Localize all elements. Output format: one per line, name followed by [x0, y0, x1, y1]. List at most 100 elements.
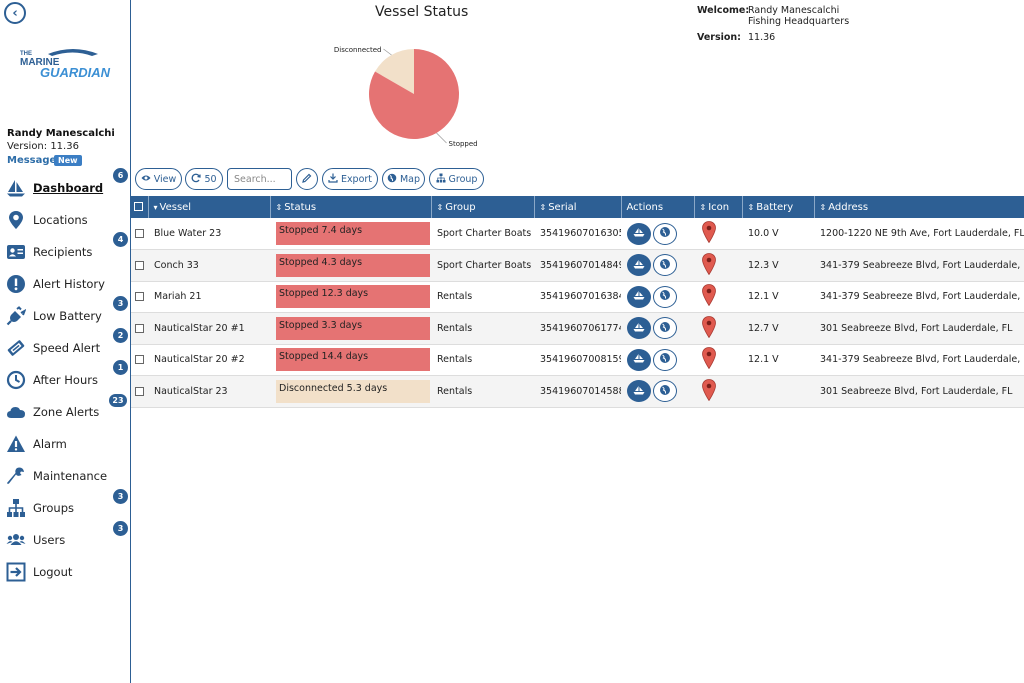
- wrench-icon: [6, 466, 26, 486]
- sidebar-item-dashboard[interactable]: Dashboard: [0, 174, 130, 202]
- version-value: 11.36: [748, 32, 776, 43]
- group-button[interactable]: Group: [429, 168, 484, 190]
- sidebar-item-maintenance[interactable]: Maintenance: [0, 462, 130, 490]
- vessel-detail-button[interactable]: [627, 254, 651, 277]
- map-marker-icon[interactable]: [702, 378, 716, 404]
- row-checkbox[interactable]: [135, 292, 144, 302]
- locate-on-map-button[interactable]: [653, 380, 677, 403]
- map-marker-icon[interactable]: [702, 221, 716, 246]
- table-row[interactable]: NauticalStar 20 #2 Stopped 14.4 days Renta…: [131, 344, 1024, 376]
- address-cell: 341-379 Seabreeze Blvd, Fort Lauderdale,…: [814, 344, 1024, 376]
- locate-on-map-button[interactable]: [653, 254, 677, 277]
- table-row[interactable]: Conch 33 Stopped 4.3 days Sport Charter Bo…: [131, 249, 1024, 282]
- sidebar-item-low-battery[interactable]: Low Battery: [0, 302, 130, 330]
- sort-icon: ⇕: [275, 202, 283, 212]
- pie-slice-stopped[interactable]: [369, 49, 459, 139]
- header-serial[interactable]: ⇕ Serial: [534, 196, 622, 218]
- map-marker-icon[interactable]: [702, 347, 716, 372]
- sidebar-item-users[interactable]: Users: [0, 526, 130, 554]
- sidebar-item-label: Logout: [33, 565, 73, 579]
- back-button[interactable]: ‹: [4, 2, 26, 24]
- sort-desc-icon: ▾: [153, 202, 158, 212]
- download-icon: [328, 173, 338, 186]
- pie-leader-line: [436, 132, 447, 144]
- search-input[interactable]: [227, 168, 292, 190]
- header-address[interactable]: ⇕ Address: [814, 196, 1024, 218]
- row-checkbox[interactable]: [135, 323, 144, 333]
- group-cell: Rentals: [431, 344, 534, 376]
- map-marker-icon[interactable]: [702, 284, 716, 309]
- row-select-cell: [131, 312, 148, 345]
- vessel-detail-button[interactable]: [627, 380, 651, 403]
- vessel-detail-button[interactable]: [627, 222, 651, 245]
- pie-slice-disconnected[interactable]: [375, 49, 414, 94]
- sidebar-item-alarm[interactable]: Alarm: [0, 430, 130, 458]
- header-group[interactable]: ⇕ Group: [431, 196, 535, 218]
- clock-icon: [6, 370, 26, 390]
- warning-triangle-icon: [6, 434, 26, 454]
- table-row[interactable]: Blue Water 23 Stopped 7.4 days Sport Chart…: [131, 218, 1024, 250]
- battery-cell: 12.1 V: [742, 344, 814, 376]
- icon-cell: [694, 375, 742, 408]
- serial-cell: 354196070163843: [534, 281, 621, 313]
- header-status[interactable]: ⇕ Status: [270, 196, 432, 218]
- sort-icon: ⇕: [819, 202, 827, 212]
- locate-on-map-button[interactable]: [653, 285, 677, 308]
- serial-cell: 354196070081599: [534, 344, 621, 376]
- locate-on-map-button[interactable]: [653, 348, 677, 371]
- sidebar-item-locations[interactable]: Locations: [0, 206, 130, 234]
- actions-cell: [621, 344, 694, 376]
- logo-line-2: MARINE: [20, 57, 60, 68]
- sidebar-item-recipients[interactable]: Recipients: [0, 238, 130, 266]
- table-row[interactable]: Mariah 21 Stopped 12.3 days Rentals 3541960…: [131, 281, 1024, 313]
- vessel-detail-button[interactable]: [627, 317, 651, 340]
- battery-cell: 12.1 V: [742, 281, 814, 313]
- globe-icon: [659, 226, 671, 241]
- row-checkbox[interactable]: [135, 355, 144, 365]
- logo-line-3: GUARDIAN: [40, 65, 111, 78]
- locate-on-map-button[interactable]: [653, 222, 677, 245]
- header-label: Actions: [626, 201, 664, 213]
- battery-cell: 12.7 V: [742, 312, 814, 345]
- user-version: Version: 11.36: [7, 141, 79, 152]
- status-cell: Stopped 4.3 days: [270, 249, 431, 282]
- welcome-org: Fishing Headquarters: [748, 16, 850, 27]
- map-button[interactable]: Map: [382, 168, 425, 190]
- header-label: Icon: [708, 201, 730, 213]
- header-icon[interactable]: ⇕ Icon: [694, 196, 743, 218]
- icon-cell: [694, 249, 742, 282]
- locate-on-map-button[interactable]: [653, 317, 677, 340]
- vessel-detail-button[interactable]: [627, 348, 651, 371]
- sidebar-item-groups[interactable]: Groups: [0, 494, 130, 522]
- sidebar-item-after-hours[interactable]: After Hours: [0, 366, 130, 394]
- sidebar-item-label: Recipients: [33, 245, 93, 259]
- sidebar-item-alert-history[interactable]: Alert History: [0, 270, 130, 298]
- select-all-checkbox[interactable]: [134, 202, 143, 211]
- table-row[interactable]: NauticalStar 23 Disconnected 5.3 days Rent…: [131, 375, 1024, 408]
- cloud-icon: [6, 402, 26, 422]
- sidebar-item-speed-alert[interactable]: Speed Alert: [0, 334, 130, 362]
- view-button[interactable]: View: [135, 168, 182, 190]
- edit-button[interactable]: [296, 168, 318, 190]
- vessel-table: ▾ Vessel ⇕ Status ⇕ Group ⇕ Serial Actions ⇕…: [131, 196, 1024, 408]
- map-marker-icon[interactable]: [702, 315, 716, 341]
- table-header-row: ▾ Vessel ⇕ Status ⇕ Group ⇕ Serial Actions ⇕…: [131, 196, 1024, 218]
- globe-icon: [659, 321, 671, 336]
- boat-icon: [633, 353, 645, 366]
- table-row[interactable]: NauticalStar 20 #1 Stopped 3.3 days Rental…: [131, 312, 1024, 345]
- messages-link[interactable]: Messages: [7, 155, 63, 166]
- sidebar-item-label: Users: [33, 533, 66, 547]
- header-battery[interactable]: ⇕ Battery: [742, 196, 815, 218]
- pie-label: Stopped: [449, 140, 478, 148]
- group-cell: Rentals: [431, 281, 534, 313]
- map-marker-icon[interactable]: [702, 252, 716, 278]
- header-vessel[interactable]: ▾ Vessel: [148, 196, 271, 218]
- export-button[interactable]: Export: [322, 168, 378, 190]
- sidebar-item-logout[interactable]: Logout: [0, 558, 130, 586]
- row-checkbox[interactable]: [135, 386, 144, 396]
- refresh-button[interactable]: 50: [185, 168, 223, 190]
- sidebar-item-zone-alerts[interactable]: Zone Alerts: [0, 398, 130, 426]
- row-checkbox[interactable]: [135, 229, 144, 238]
- row-checkbox[interactable]: [135, 260, 144, 270]
- vessel-detail-button[interactable]: [627, 285, 651, 308]
